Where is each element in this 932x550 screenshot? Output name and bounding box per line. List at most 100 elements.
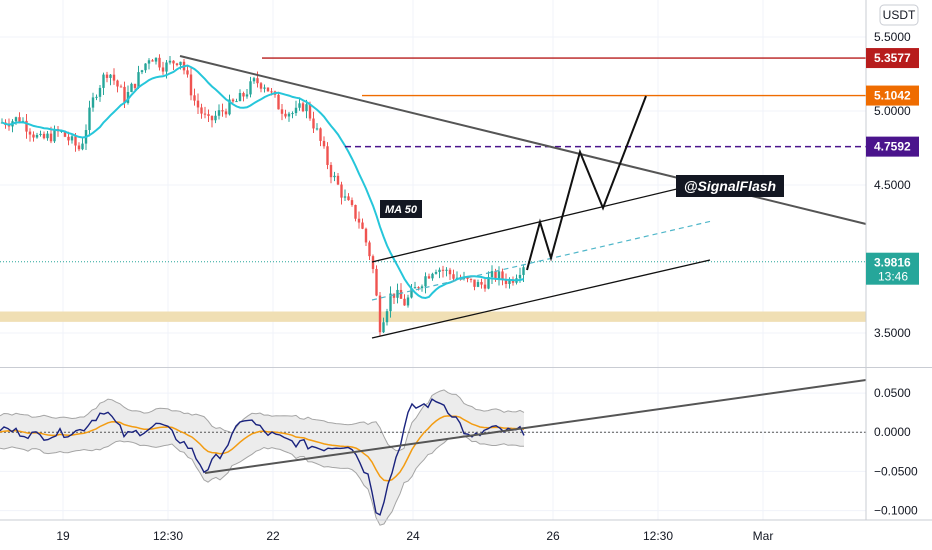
candle-body <box>245 94 249 97</box>
candle-body <box>175 63 179 66</box>
candle-body <box>196 100 200 108</box>
candle-body <box>105 74 109 78</box>
candle-body <box>483 284 487 289</box>
candle-body <box>35 134 39 138</box>
candle-body <box>144 63 147 71</box>
channel-lower-line <box>371 259 711 339</box>
candle-body <box>312 118 315 129</box>
candle-body <box>441 269 445 271</box>
oscillator-trendline <box>204 379 867 474</box>
candle-body <box>413 287 417 289</box>
candle-body <box>203 113 207 115</box>
candle-body <box>32 134 35 138</box>
candle-body <box>154 57 158 62</box>
signal-line <box>0 415 525 482</box>
level-tag <box>866 48 919 69</box>
candle-body <box>427 276 431 279</box>
candle-body <box>319 128 322 141</box>
candle-body <box>445 269 448 271</box>
candle-body <box>123 86 126 103</box>
candle-body <box>420 286 424 289</box>
candle-body <box>340 184 343 198</box>
price-tick: 4.5000 <box>874 178 911 192</box>
current-price-tag: 3.9816 13:46 <box>866 252 919 285</box>
candle-body <box>277 94 280 110</box>
candle-body <box>410 288 413 298</box>
candle-body <box>305 104 308 112</box>
candle-body <box>214 115 217 121</box>
candle-body <box>81 143 84 150</box>
candle-body <box>200 107 203 114</box>
ma-50-line <box>1 64 524 300</box>
candle-body <box>158 57 161 68</box>
candle-body <box>406 297 410 306</box>
candle-body <box>431 273 434 279</box>
candle-body <box>294 107 298 114</box>
candle-body <box>217 110 221 116</box>
level-tag-label: 4.7592 <box>874 140 911 154</box>
ma-label: MA 50 <box>380 200 422 218</box>
candle-body <box>417 287 420 289</box>
channel-midline <box>371 220 713 301</box>
candle-body <box>473 279 476 287</box>
candle-body <box>522 267 525 275</box>
candle-body <box>140 70 144 73</box>
candle-body <box>119 86 123 88</box>
time-tick: Mar <box>753 529 774 543</box>
candle-body <box>399 289 403 299</box>
price-tick: 3.5000 <box>874 326 911 340</box>
candle-body <box>371 256 375 269</box>
candle-body <box>221 110 224 112</box>
candle-body <box>270 91 273 93</box>
candle-body <box>39 133 42 135</box>
candle-body <box>424 276 427 287</box>
candle-body <box>298 103 301 108</box>
candle-body <box>378 295 382 333</box>
candle-body <box>315 128 319 130</box>
candle-body <box>98 87 102 97</box>
candle-body <box>322 140 326 147</box>
level-tag-label: 5.3577 <box>874 51 911 65</box>
band-upper <box>0 389 525 452</box>
candle-body <box>130 83 133 92</box>
time-axis[interactable]: 19 12:30 22 24 26 12:30 Mar <box>56 529 773 543</box>
candle-body <box>497 271 501 280</box>
price-level-tags: 5.3577 5.1042 4.7592 <box>866 48 919 157</box>
candle-body <box>63 131 67 137</box>
time-tick: 12:30 <box>643 529 673 543</box>
candle-body <box>364 228 368 243</box>
candle-body <box>42 133 46 139</box>
oscillator-axis: 0.0500 0.0000 −0.0500 −0.1000 <box>874 386 918 518</box>
candle-body <box>490 271 494 278</box>
candle-body <box>210 115 214 121</box>
watermark: @SignalFlash <box>676 175 784 197</box>
candle-body <box>256 78 259 84</box>
candle-body <box>172 60 175 64</box>
projected-path <box>526 95 647 271</box>
candle-body <box>284 113 287 117</box>
oscillator-tick: 0.0000 <box>874 425 911 439</box>
oscillator-tick: −0.0500 <box>874 464 918 478</box>
candle-body <box>368 242 371 257</box>
candle-body <box>137 72 140 88</box>
candle-body <box>487 277 490 289</box>
candle-body <box>179 61 182 66</box>
candle-body <box>308 104 312 119</box>
oscillator-tick: 0.0500 <box>874 386 911 400</box>
time-tick: 22 <box>266 529 280 543</box>
candle-body <box>466 276 469 279</box>
currency-button[interactable]: USDT <box>879 4 919 26</box>
candle-body <box>480 282 483 285</box>
time-tick: 12:30 <box>153 529 183 543</box>
candle-body <box>231 99 235 102</box>
candle-body <box>228 99 231 115</box>
time-tick: 19 <box>56 529 70 543</box>
candle-body <box>25 120 28 132</box>
time-tick: 24 <box>406 529 420 543</box>
candle-body <box>280 109 284 114</box>
candle-body <box>494 271 497 280</box>
candle-body <box>263 87 266 89</box>
candle-body <box>354 204 357 219</box>
oscillator-tick: −0.1000 <box>874 504 918 518</box>
